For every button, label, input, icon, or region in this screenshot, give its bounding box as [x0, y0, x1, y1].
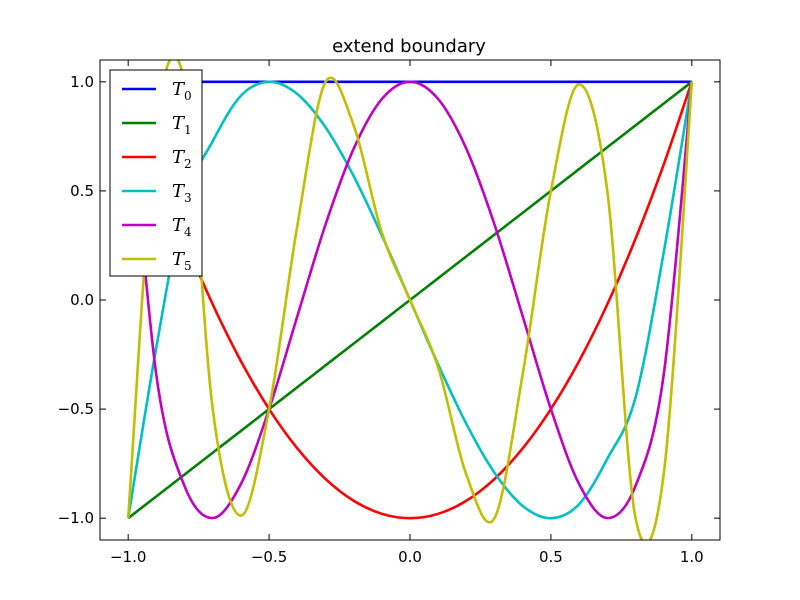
- y-tick-label: −1.0: [58, 509, 94, 527]
- legend-label-t3: T3: [172, 181, 192, 205]
- legend-label-t1: T1: [172, 113, 192, 137]
- legend: T0 T1 T2 T3 T4 T5: [109, 69, 203, 277]
- x-tick-label: −0.5: [251, 548, 287, 566]
- legend-label-t5: T5: [172, 249, 192, 273]
- series-line-t5: [126, 60, 694, 540]
- x-tick-label: −1.0: [110, 548, 146, 566]
- x-tick-label: 0.0: [398, 548, 422, 566]
- legend-label-t0: T0: [172, 79, 192, 103]
- legend-label-t2: T2: [172, 147, 192, 171]
- y-tick-label: 0.0: [70, 291, 94, 309]
- y-tick-label: 0.5: [70, 182, 94, 200]
- series-line-t4: [126, 80, 694, 520]
- legend-label-t4: T4: [172, 215, 192, 239]
- ticks-layer: −1.0 −0.5 0.0 0.5 1.0 −1.0 −0.5 0.0 0.5 1.0: [58, 60, 720, 566]
- series-line-t2: [126, 81, 694, 520]
- y-tick-label: −0.5: [58, 400, 94, 418]
- x-tick-label: 1.0: [680, 548, 704, 566]
- chart-title: extend boundary: [332, 36, 486, 57]
- legend-box: [109, 69, 203, 277]
- x-tick-label: 0.5: [539, 548, 563, 566]
- y-tick-label: 1.0: [70, 73, 94, 91]
- series-layer: [126, 60, 694, 540]
